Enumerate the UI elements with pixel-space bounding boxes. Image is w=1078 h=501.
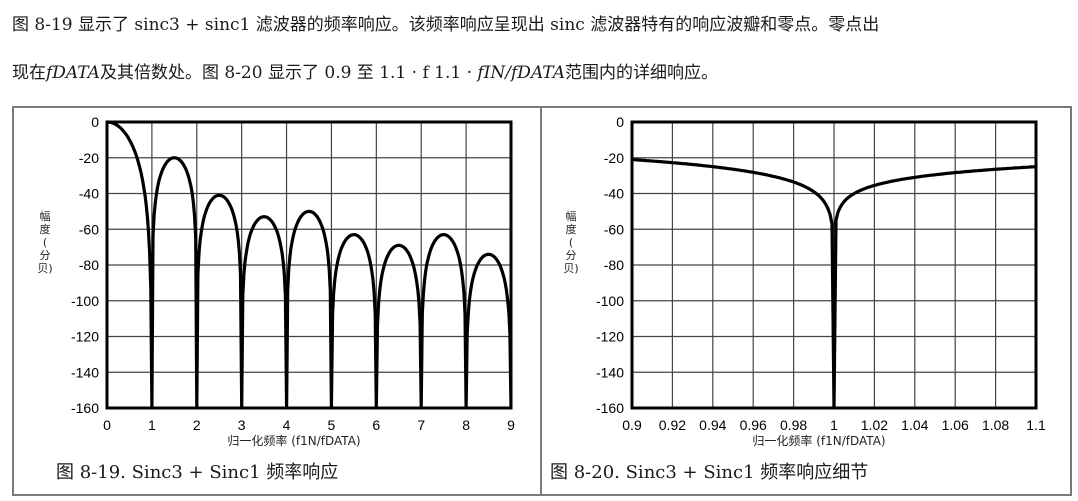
- y-axis-label-char: (: [569, 236, 573, 249]
- y-tick-label: -20: [79, 150, 99, 166]
- x-tick-label: 3: [238, 417, 246, 433]
- y-axis-label-char: 幅: [566, 210, 577, 223]
- x-tick-label: 1.06: [942, 417, 969, 433]
- x-axis-label: 归一化频率 (f1N/fDATA): [227, 433, 360, 448]
- paragraph-text: 图 8-19 显示了 sinc3 + sinc1 滤波器的频率响应。该频率响应呈…: [12, 15, 880, 35]
- response-curve: [632, 157, 1036, 408]
- x-axis-label: 归一化频率 (f1N/fDATA): [752, 433, 885, 448]
- y-axis-label-char: 度: [566, 222, 577, 236]
- y-tick-label: -140: [71, 364, 99, 380]
- x-tick-label: 0.98: [780, 417, 807, 433]
- x-tick-label: 1: [148, 417, 156, 433]
- y-tick-label: -120: [596, 329, 624, 345]
- y-tick-label: -120: [71, 329, 99, 345]
- y-tick-label: -140: [596, 364, 624, 380]
- x-tick-label: 0.94: [699, 417, 726, 433]
- y-tick-label: -40: [79, 186, 99, 202]
- y-tick-label: -60: [79, 221, 99, 237]
- y-axis-label-char: 贝): [37, 262, 52, 275]
- y-tick-label: -20: [604, 150, 624, 166]
- y-tick-label: -40: [604, 186, 624, 202]
- x-tick-label: 1.08: [982, 417, 1009, 433]
- y-tick-label: -80: [604, 257, 624, 273]
- math-fdata: fDATA: [46, 63, 100, 83]
- y-axis-label-char: (: [43, 236, 47, 249]
- y-tick-label: -160: [596, 400, 624, 416]
- x-tick-label: 1.1: [1026, 417, 1046, 433]
- y-tick-label: -160: [71, 400, 99, 416]
- x-tick-label: 2: [193, 417, 201, 433]
- intro-paragraph-line1: 图 8-19 显示了 sinc3 + sinc1 滤波器的频率响应。该频率响应呈…: [12, 10, 879, 35]
- y-tick-label: -60: [604, 221, 624, 237]
- paragraph-text: 现在: [12, 63, 46, 83]
- x-tick-label: 0.92: [659, 417, 686, 433]
- x-tick-label: 8: [462, 417, 470, 433]
- y-tick-label: -100: [596, 293, 624, 309]
- y-tick-label: 0: [616, 114, 624, 130]
- x-tick-label: 1.02: [861, 417, 888, 433]
- x-tick-label: 0.96: [740, 417, 767, 433]
- paragraph-text: 及其倍数处。图 8-20 显示了 0.9 至 1.1 · f 1.1 ·: [99, 63, 478, 83]
- plot-frame: [105, 120, 513, 410]
- y-tick-label: 0: [91, 114, 99, 130]
- y-tick-label: -100: [71, 293, 99, 309]
- x-tick-label: 7: [417, 417, 425, 433]
- x-tick-label: 1: [830, 417, 838, 433]
- y-axis-label-char: 分: [566, 249, 577, 262]
- figure-8-19-panel: 0 -20 -40 -60 -80 -100 -120 -140 -160 0 1 2 3 4 5 6 7 8 9 归…: [12, 106, 540, 496]
- figure-caption: 图 8-19. Sinc3 + Sinc1 频率响应: [56, 462, 339, 483]
- x-tick-label: 4: [283, 417, 291, 433]
- math-fin-fdata: fIN/fDATA: [477, 63, 565, 83]
- response-curve: [107, 120, 511, 408]
- x-tick-label: 1.04: [901, 417, 928, 433]
- y-tick-label: -80: [79, 257, 99, 273]
- figure-8-20-panel: 0 -20 -40 -60 -80 -100 -120 -140 -160 0.9 0.92 0.94…: [540, 106, 1072, 496]
- y-axis-label-char: 度: [40, 222, 51, 236]
- x-tick-label: 6: [372, 417, 380, 433]
- intro-paragraph-line2: 现在fDATA及其倍数处。图 8-20 显示了 0.9 至 1.1 · f 1.…: [12, 58, 718, 83]
- x-tick-label: 0.9: [622, 417, 642, 433]
- x-tick-label: 0: [103, 417, 111, 433]
- y-axis-label-char: 幅: [40, 210, 51, 223]
- x-tick-label: 9: [507, 417, 515, 433]
- figure-caption: 图 8-20. Sinc3 + Sinc1 频率响应细节: [550, 462, 869, 483]
- y-axis-label-char: 分: [40, 249, 51, 262]
- x-tick-label: 5: [328, 417, 336, 433]
- paragraph-text: 范围内的详细响应。: [564, 63, 718, 83]
- y-axis-label-char: 贝): [563, 262, 578, 275]
